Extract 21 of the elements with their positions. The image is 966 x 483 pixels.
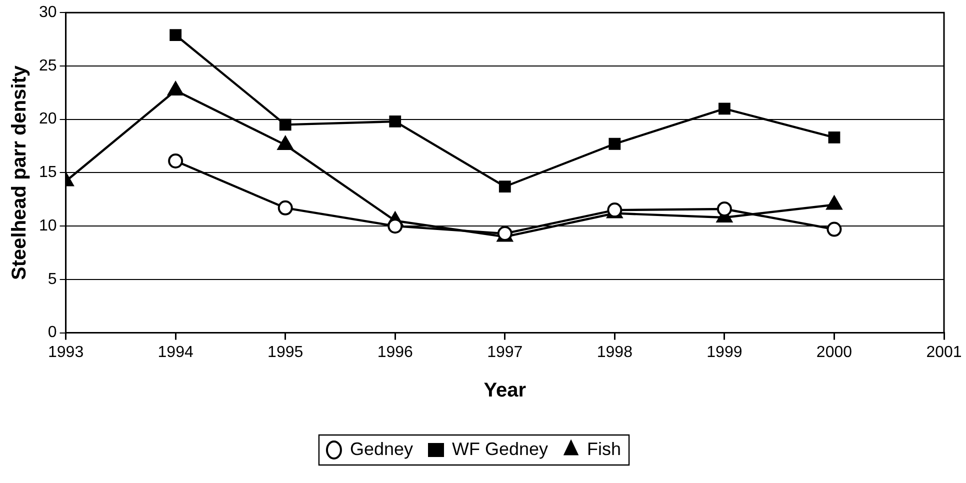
x-axis-title: Year — [484, 380, 526, 402]
x-tick-label: 2000 — [816, 344, 852, 361]
x-tick-label: 2001 — [926, 344, 962, 361]
y-tick-label: 25 — [39, 57, 57, 74]
x-tick-label: 1995 — [268, 344, 304, 361]
x-tick-label: 1996 — [377, 344, 414, 361]
y-tick-label: 30 — [39, 4, 57, 22]
legend-label: Fish — [587, 438, 622, 459]
x-tick-label: 1994 — [158, 344, 194, 361]
x-tick-label: 1999 — [706, 344, 742, 361]
y-tick-label: 15 — [39, 164, 57, 182]
legend-label: Gedney — [350, 438, 414, 459]
y-tick-label: 5 — [48, 270, 57, 288]
y-tick-label: 10 — [39, 217, 57, 234]
x-tick-label: 1993 — [48, 344, 84, 361]
x-tick-label: 1998 — [596, 344, 633, 361]
x-tick-label: 1997 — [487, 344, 523, 361]
y-axis-title: Steelhead parr density — [8, 64, 31, 280]
y-tick-label: 0 — [48, 324, 57, 342]
y-tick-label: 20 — [39, 110, 57, 128]
legend-label: WF Gedney — [452, 438, 548, 459]
